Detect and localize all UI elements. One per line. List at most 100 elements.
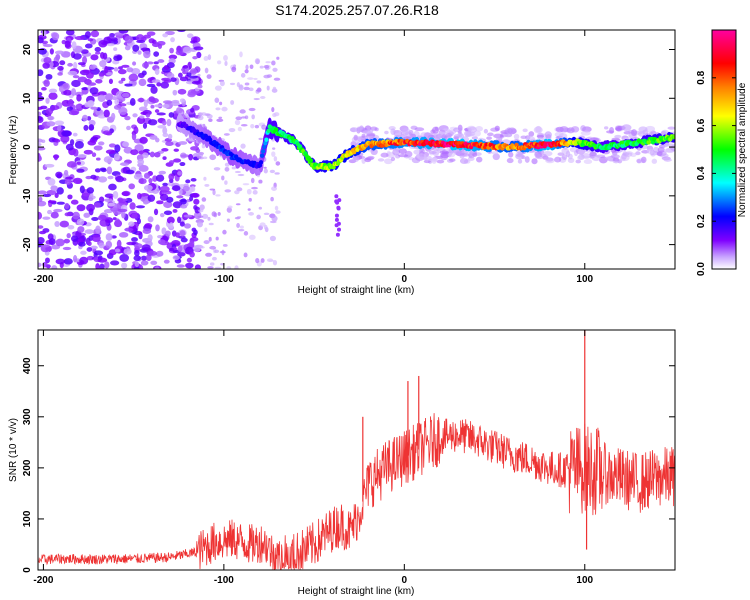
noise-blob [216, 118, 224, 122]
noise-blob [132, 113, 138, 118]
noise-blob [239, 225, 244, 229]
noise-blob [179, 230, 186, 237]
noise-blob [248, 212, 254, 216]
noise-blob [258, 137, 264, 141]
noise-blob [190, 185, 196, 192]
noise-blob [80, 49, 89, 54]
noise-blob [266, 74, 273, 78]
x-tick-label: 100 [576, 274, 593, 285]
noise-blob [159, 185, 170, 193]
noise-blob [179, 76, 189, 82]
noise-blob [150, 85, 158, 94]
noise-blob [106, 99, 113, 106]
noise-blob [38, 142, 42, 147]
noise-blob [163, 259, 170, 264]
noise-blob [236, 82, 241, 88]
noise-blob [55, 258, 66, 265]
noise-blob [219, 80, 225, 87]
noise-blob [93, 202, 101, 208]
noise-blob [147, 194, 156, 202]
noise-blob [208, 118, 213, 123]
noise-blob [77, 76, 88, 83]
noise-blob [165, 230, 171, 237]
noise-blob [140, 260, 149, 266]
x-tick-label: 0 [402, 274, 408, 285]
noise-blob [162, 33, 169, 38]
noise-blob [334, 217, 339, 222]
noise-blob [150, 260, 158, 265]
noise-blob [367, 155, 375, 160]
y-tick-label: -10 [22, 188, 33, 203]
noise-blob [197, 84, 203, 89]
noise-blob [111, 235, 117, 239]
noise-blob [166, 118, 172, 127]
noise-blob [161, 227, 167, 235]
noise-blob [557, 152, 565, 156]
noise-blob [168, 173, 175, 181]
noise-blob [54, 220, 60, 227]
noise-blob [239, 51, 243, 58]
noise-blob [200, 112, 207, 116]
noise-blob [41, 40, 49, 45]
noise-blob [105, 149, 116, 154]
noise-blob [50, 185, 58, 192]
noise-blob [98, 242, 105, 249]
y-tick-label: 100 [22, 510, 33, 527]
noise-blob [249, 64, 254, 70]
colorbar-ticks: 0.0 0.2 0.4 0.6 0.8 [696, 70, 736, 276]
noise-blob [148, 177, 153, 184]
noise-blob [47, 209, 53, 215]
noise-blob [161, 148, 169, 152]
noise-blob [180, 237, 188, 243]
noise-blob [337, 198, 342, 203]
noise-blob [176, 264, 185, 268]
noise-blob [169, 47, 174, 54]
noise-blob [104, 93, 114, 101]
noise-blob [186, 257, 192, 263]
noise-blob [198, 209, 204, 213]
noise-blob [51, 244, 61, 250]
noise-blob [134, 261, 140, 268]
noise-blob [50, 211, 59, 219]
noise-blob [83, 124, 89, 131]
noise-blob [139, 115, 145, 119]
noise-blob [651, 158, 658, 164]
noise-blob [188, 75, 198, 79]
noise-blob [126, 67, 134, 73]
ridge-cell [261, 149, 266, 154]
ridge-cell [263, 140, 268, 146]
noise-blob [162, 132, 169, 138]
noise-blob [145, 254, 152, 262]
noise-blob [66, 233, 71, 239]
noise-blob [191, 227, 197, 232]
noise-blob [124, 45, 131, 51]
noise-blob [43, 57, 52, 64]
noise-blob [192, 55, 198, 60]
noise-blob [222, 229, 227, 235]
noise-blob [183, 214, 193, 218]
noise-blob [219, 101, 223, 106]
noise-blob [160, 212, 165, 218]
colorbar-label: Normalized spectral amplitude [737, 82, 748, 217]
noise-blob [237, 126, 242, 132]
noise-blob [361, 157, 366, 164]
noise-blob [105, 209, 112, 213]
noise-blob [231, 66, 237, 73]
noise-blob [218, 116, 223, 119]
noise-blob [172, 208, 178, 213]
colorbar-gradient [712, 30, 736, 269]
colorbar-tick-label: 0.2 [696, 214, 707, 228]
noise-blob [41, 86, 47, 91]
noise-blob [130, 149, 139, 156]
noise-blob [58, 85, 64, 93]
noise-blob [93, 145, 103, 151]
noise-blob [169, 247, 175, 252]
noise-blob [162, 104, 170, 109]
noise-blob [119, 162, 130, 166]
noise-blob [270, 196, 274, 202]
noise-blob [137, 50, 142, 55]
noise-blob [49, 48, 54, 55]
noise-blob [506, 127, 512, 135]
noise-blob [222, 243, 228, 247]
noise-blob [131, 237, 138, 242]
